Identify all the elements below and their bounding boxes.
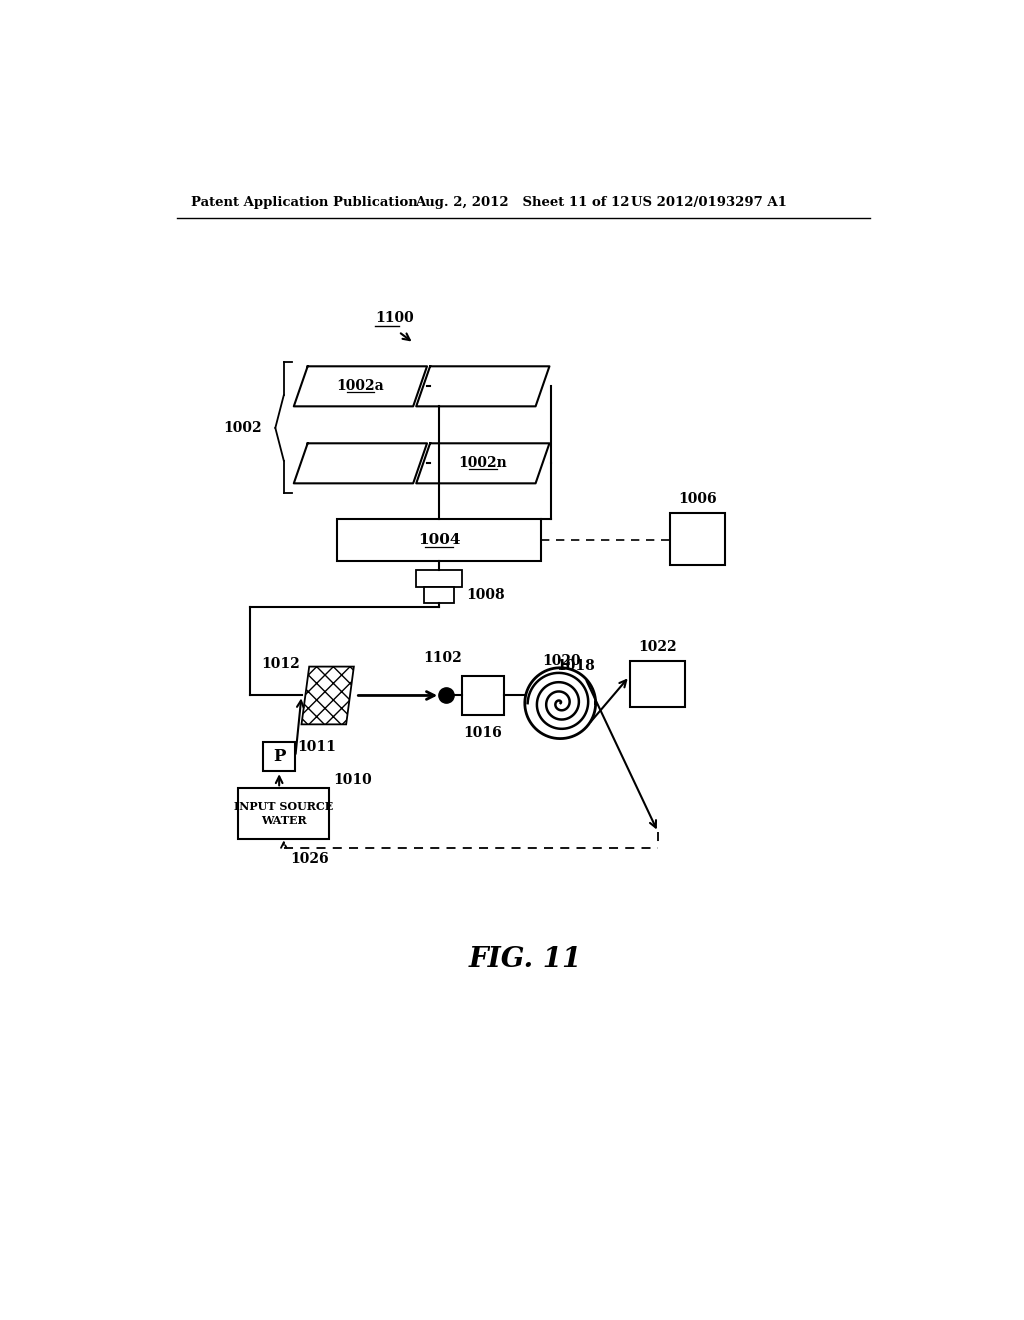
Text: 1010: 1010 [333,772,372,787]
Text: 1006: 1006 [678,492,717,506]
Text: 1018: 1018 [556,659,595,673]
Text: 1002: 1002 [223,421,261,434]
Text: FIG. 11: FIG. 11 [468,945,582,973]
FancyBboxPatch shape [424,587,454,603]
Text: P: P [273,748,286,766]
FancyBboxPatch shape [630,661,685,708]
Text: Aug. 2, 2012   Sheet 11 of 12: Aug. 2, 2012 Sheet 11 of 12 [416,197,630,209]
Text: 1100: 1100 [376,312,414,326]
Text: 1022: 1022 [638,640,677,653]
Text: 1004: 1004 [418,533,460,546]
FancyBboxPatch shape [239,788,330,840]
Text: 1011: 1011 [297,741,336,755]
Text: 1012: 1012 [261,657,300,672]
FancyBboxPatch shape [462,676,504,714]
Text: 1102: 1102 [423,651,462,665]
FancyBboxPatch shape [416,570,462,587]
FancyBboxPatch shape [263,742,295,771]
Text: WATER: WATER [261,816,306,826]
FancyBboxPatch shape [337,519,541,561]
Text: 1020: 1020 [543,653,581,668]
FancyBboxPatch shape [670,512,725,565]
Text: 1008: 1008 [466,587,505,602]
Text: 1026: 1026 [290,853,329,866]
Text: Patent Application Publication: Patent Application Publication [190,197,418,209]
Text: 1016: 1016 [464,726,502,739]
Text: 1002n: 1002n [459,457,507,470]
Text: 1002a: 1002a [337,379,384,393]
Text: US 2012/0193297 A1: US 2012/0193297 A1 [631,197,786,209]
Text: INPUT SOURCE: INPUT SOURCE [234,801,334,812]
